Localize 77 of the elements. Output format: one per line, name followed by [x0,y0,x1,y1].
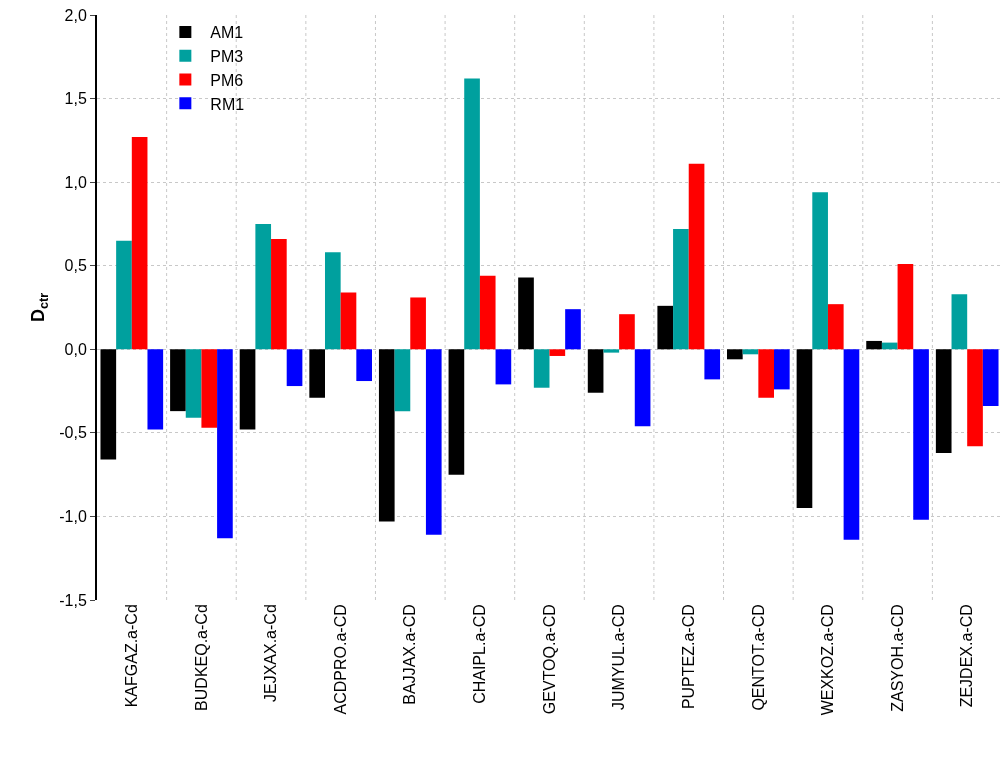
bar [271,238,287,350]
y-tick-label: 2,0 [64,6,87,24]
bar [727,349,743,360]
y-tick-label: 1,0 [64,173,87,191]
bar [533,349,550,388]
bar [967,349,983,447]
bar [410,297,426,350]
bar [286,349,303,387]
bar [951,294,968,350]
bar [982,349,999,407]
bar [704,349,721,380]
y-tick-label: 1,5 [64,90,87,108]
bar [495,349,512,385]
bar [239,349,256,430]
x-tick-label: WEXKOZ.a-CD [819,604,837,716]
bar [897,264,914,350]
legend-label: AM1 [210,24,244,42]
x-tick-label: QENTOT.a-CD [749,604,767,711]
bar [116,240,132,350]
y-tick-label: -0,5 [59,424,87,442]
bar [518,277,534,350]
bar [688,163,705,350]
bar [673,228,689,350]
x-tick-label: JUMYUL.a-CD [610,604,628,710]
x-tick-label: KAFGAZ.a-Cd [123,604,141,708]
y-tick-label: 0,5 [64,257,87,275]
bar [394,349,411,412]
bar [881,342,898,350]
bar [796,349,813,509]
bar [340,292,357,350]
bar [356,349,372,382]
legend-label: PM6 [210,71,244,89]
bar [255,223,272,350]
x-tick-label: CHAIPL.a-CD [471,604,489,704]
y-tick-label: -1,0 [59,508,87,526]
bar [774,349,790,390]
bar [549,349,566,356]
bar [309,349,325,398]
bar [657,305,674,350]
bar [170,349,186,412]
x-tick-label: ACDPRO.a-CD [331,604,349,715]
bar [425,349,442,535]
bar [827,304,844,350]
bar [479,275,496,350]
bar [634,349,651,427]
y-tick-label: -1,5 [59,591,87,609]
bar [201,349,218,428]
y-tick-label: 0,0 [64,340,87,358]
bar [147,349,164,430]
bar [742,349,759,355]
x-tick-label: JEJXAX.a-Cd [262,604,280,703]
bar [812,192,828,350]
bar [100,349,117,460]
bar [758,349,775,398]
bar [619,314,635,350]
x-tick-label: GEVTOQ.a-CD [540,604,558,715]
bar [324,252,341,350]
legend-label: RM1 [210,95,245,113]
legend-label: PM3 [210,47,244,65]
bar [843,349,860,540]
bar [565,309,581,350]
x-tick-label: ZEJDEX.a-CD [958,604,976,708]
bar [935,349,952,453]
bar [913,349,929,520]
bar [131,137,148,350]
bar [866,340,882,350]
bar [217,349,233,539]
bar [603,349,620,353]
x-tick-label: PUPTEZ.a-CD [679,604,697,710]
bar [448,349,465,475]
bar [185,349,202,418]
bar [378,349,395,522]
x-tick-label: BAJJAX.a-CD [401,604,419,705]
x-tick-label: ZASYOH.a-CD [888,604,906,712]
x-tick-label: BUDKEQ.a-Cd [192,604,210,711]
bar [464,78,480,350]
bar [587,349,604,393]
